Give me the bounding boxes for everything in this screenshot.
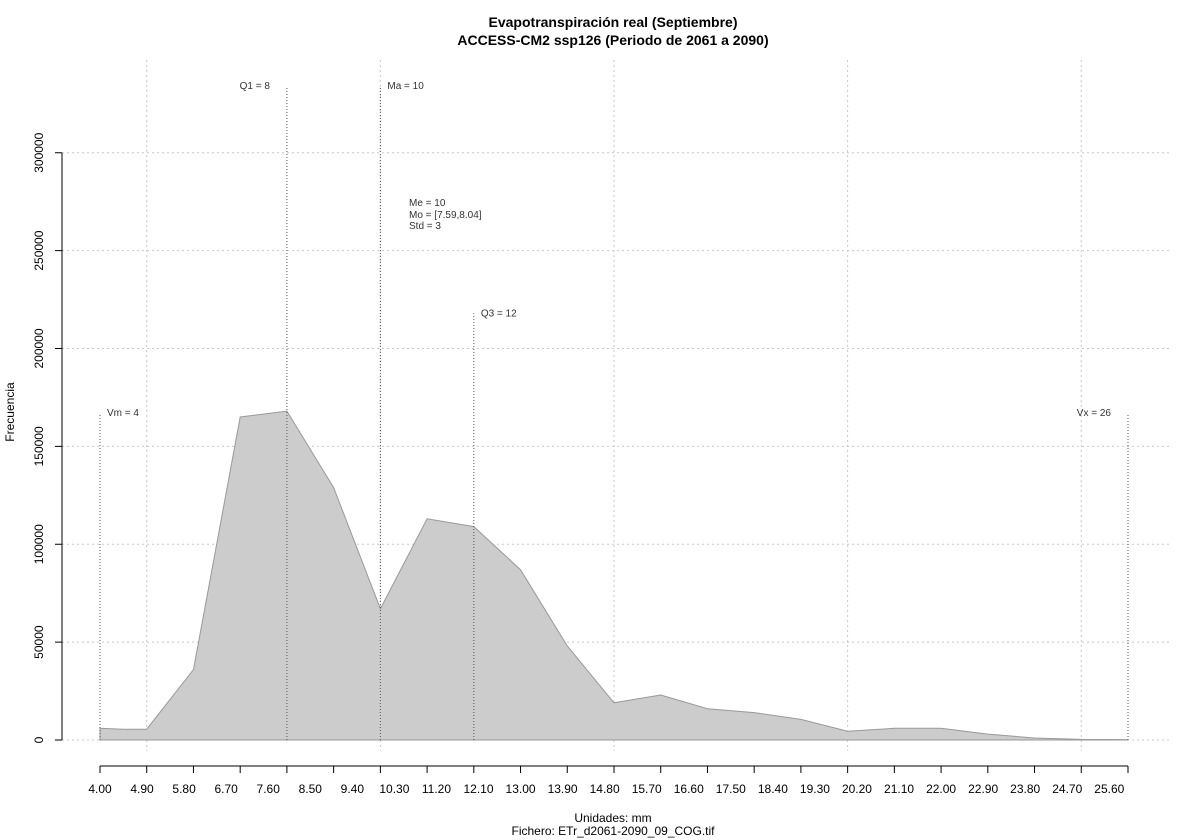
x-tick-label: 16.60 — [674, 782, 704, 796]
x-tick-label: 19.30 — [800, 782, 830, 796]
x-tick-label: 17.50 — [716, 782, 746, 796]
area-series — [99, 410, 1129, 741]
stat-median: Me = 10 — [409, 198, 446, 209]
x-tick-label: 24.70 — [1052, 782, 1082, 796]
chart-title: Evapotranspiración real (Septiembre) — [489, 14, 738, 30]
x-tick-label: 22.00 — [926, 782, 956, 796]
x-tick-label: 21.10 — [884, 782, 914, 796]
axes: 0 50000 100000 150000 200000 250000 300000 4.00… — [32, 132, 1129, 796]
stats-box: Me = 10 Mo = [7.59,8.04] Std = 3 — [409, 198, 482, 232]
chart-subtitle: ACCESS-CM2 ssp126 (Periodo de 2061 a 209… — [457, 32, 768, 48]
y-tick-label: 150000 — [32, 426, 46, 466]
marker-label: Q1 = 8 — [240, 81, 271, 92]
x-tick-label: 6.70 — [214, 782, 238, 796]
x-tick-label: 5.80 — [172, 782, 196, 796]
marker-label: Ma = 10 — [387, 81, 424, 92]
marker-label: Q3 = 12 — [481, 308, 517, 319]
x-tick-label: 10.30 — [379, 782, 409, 796]
x-tick-label: 13.00 — [506, 782, 536, 796]
x-tick-label: 9.40 — [341, 782, 365, 796]
x-tick-label: 8.50 — [299, 782, 323, 796]
x-tick-label: 13.90 — [548, 782, 578, 796]
y-tick-label: 100000 — [32, 524, 46, 564]
y-tick-label: 300000 — [32, 132, 46, 172]
x-tick-label: 22.90 — [968, 782, 998, 796]
y-tick-label: 200000 — [32, 328, 46, 368]
x-tick-label: 15.70 — [632, 782, 662, 796]
stat-markers: Vm = 4 Q1 = 8 Ma = 10 Q3 = 12 Vx = 26 — [99, 81, 1129, 740]
y-tick-label: 250000 — [32, 230, 46, 270]
y-tick-label: 50000 — [32, 625, 46, 659]
x-tick-label: 4.90 — [130, 782, 154, 796]
x-tick-label: 25.60 — [1094, 782, 1124, 796]
marker-label: Vx = 26 — [1077, 408, 1112, 419]
marker-label: Vm = 4 — [107, 408, 139, 419]
stat-mode: Mo = [7.59,8.04] — [409, 210, 482, 221]
caption: Fichero: ETr_d2061-2090_09_COG.tif — [512, 824, 716, 838]
stat-std: Std = 3 — [409, 221, 441, 232]
x-tick-label: 12.10 — [463, 782, 493, 796]
x-tick-label: 11.20 — [422, 782, 451, 796]
x-tick-label: 14.80 — [590, 782, 620, 796]
y-axis-label: Frecuencia — [3, 382, 17, 442]
x-tick-label: 4.00 — [88, 782, 112, 796]
x-tick-label: 20.20 — [842, 782, 872, 796]
y-tick-label: 0 — [32, 736, 46, 743]
x-tick-label: 7.60 — [257, 782, 281, 796]
x-tick-label: 18.40 — [758, 782, 788, 796]
x-tick-label: 23.80 — [1010, 782, 1040, 796]
density-area — [99, 410, 1129, 741]
x-axis-label: Unidades: mm — [574, 811, 651, 825]
